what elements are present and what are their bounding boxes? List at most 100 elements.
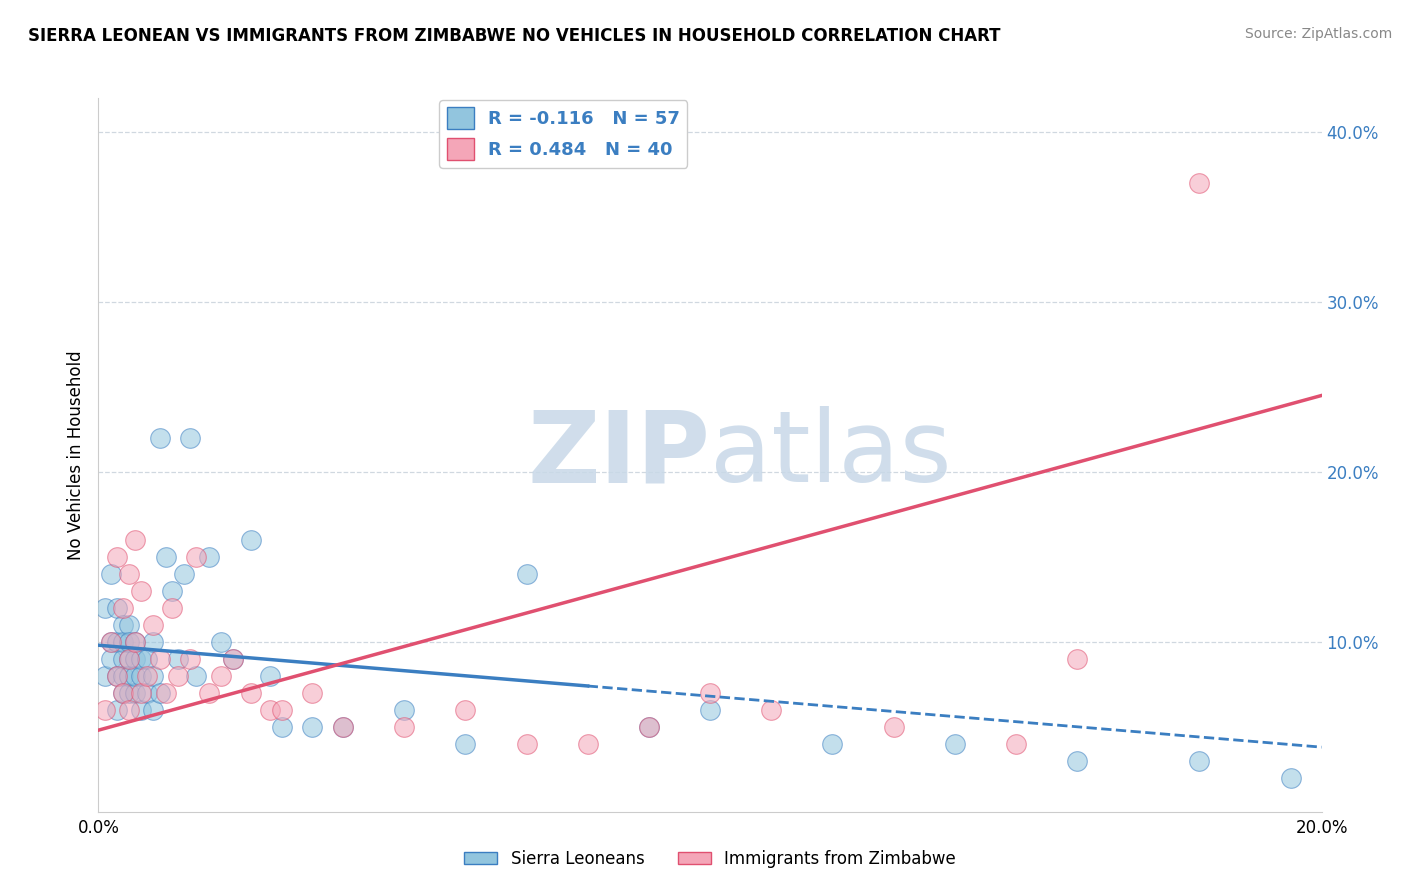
Point (637, 720, 661, 734)
Point (1188, 754, 1211, 768)
Point (129, 703, 152, 717)
Point (136, 686, 159, 700)
Point (197, 686, 219, 700)
Point (142, 703, 165, 717)
Point (100, 566, 122, 581)
Point (111, 686, 134, 700)
Text: Source: ZipAtlas.com: Source: ZipAtlas.com (1244, 27, 1392, 41)
Point (197, 549, 219, 564)
Point (93, 669, 115, 683)
Point (259, 669, 281, 683)
Point (129, 686, 152, 700)
Legend: Sierra Leoneans, Immigrants from Zimbabwe: Sierra Leoneans, Immigrants from Zimbabw… (457, 844, 963, 875)
Point (1004, 737, 1026, 751)
Point (105, 549, 128, 564)
Point (1279, 771, 1302, 785)
Point (222, 652, 245, 666)
Point (576, 737, 599, 751)
Point (149, 431, 172, 445)
Point (142, 617, 165, 632)
Point (1188, 176, 1211, 190)
Point (129, 669, 152, 683)
Point (392, 703, 416, 717)
Point (124, 635, 146, 649)
Point (136, 669, 159, 683)
Point (136, 652, 159, 666)
Point (454, 703, 477, 717)
Text: SIERRA LEONEAN VS IMMIGRANTS FROM ZIMBABWE NO VEHICLES IN HOUSEHOLD CORRELATION : SIERRA LEONEAN VS IMMIGRANTS FROM ZIMBAB… (28, 27, 1001, 45)
Point (118, 703, 141, 717)
Point (111, 635, 134, 649)
Point (160, 583, 183, 598)
Point (454, 737, 477, 751)
Point (186, 669, 208, 683)
Point (118, 635, 141, 649)
Point (186, 549, 208, 564)
Point (155, 686, 177, 700)
Point (167, 652, 190, 666)
Point (142, 635, 165, 649)
Point (943, 737, 966, 751)
Text: atlas: atlas (710, 407, 952, 503)
Point (105, 703, 128, 717)
Point (1066, 652, 1088, 666)
Point (124, 669, 146, 683)
Point (100, 652, 122, 666)
Point (129, 583, 152, 598)
Point (111, 686, 134, 700)
Point (516, 737, 538, 751)
Y-axis label: No Vehicles in Household: No Vehicles in Household (66, 350, 84, 560)
Point (105, 669, 128, 683)
Point (129, 652, 152, 666)
Point (301, 686, 323, 700)
Point (118, 566, 141, 581)
Point (1066, 754, 1088, 768)
Point (111, 600, 134, 615)
Point (179, 431, 201, 445)
Text: ZIP: ZIP (527, 407, 710, 503)
Point (301, 720, 323, 734)
Point (821, 737, 844, 751)
Point (105, 635, 128, 649)
Point (105, 669, 128, 683)
Point (93, 703, 115, 717)
Point (167, 669, 190, 683)
Point (111, 669, 134, 683)
Point (149, 686, 172, 700)
Point (93, 600, 115, 615)
Point (118, 686, 141, 700)
Point (240, 533, 263, 547)
Point (124, 635, 146, 649)
Point (270, 703, 292, 717)
Point (124, 686, 146, 700)
Point (118, 617, 141, 632)
Point (209, 635, 232, 649)
Point (240, 686, 263, 700)
Point (124, 533, 146, 547)
Point (699, 703, 721, 717)
Point (142, 669, 165, 683)
Point (111, 617, 134, 632)
Point (332, 720, 354, 734)
Point (118, 652, 141, 666)
Point (759, 703, 782, 717)
Point (100, 635, 122, 649)
Point (637, 720, 661, 734)
Point (100, 635, 122, 649)
Point (155, 549, 177, 564)
Point (105, 600, 128, 615)
Point (222, 652, 245, 666)
Point (270, 720, 292, 734)
Point (883, 720, 905, 734)
Point (160, 600, 183, 615)
Point (209, 669, 232, 683)
Point (699, 686, 721, 700)
Point (118, 669, 141, 683)
Point (173, 566, 195, 581)
Point (124, 652, 146, 666)
Point (332, 720, 354, 734)
Point (111, 652, 134, 666)
Point (118, 652, 141, 666)
Point (149, 652, 172, 666)
Point (392, 720, 416, 734)
